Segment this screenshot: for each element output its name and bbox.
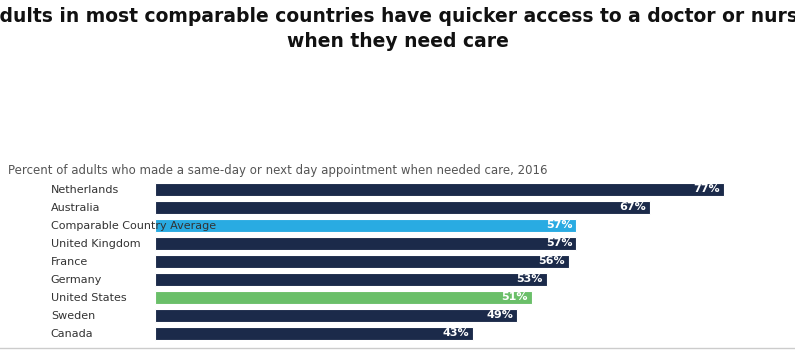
Text: 43%: 43% bbox=[443, 328, 469, 339]
Bar bbox=[155, 237, 576, 250]
Bar bbox=[155, 273, 547, 286]
Text: 77%: 77% bbox=[694, 184, 720, 194]
Text: 56%: 56% bbox=[538, 256, 565, 266]
Bar bbox=[155, 219, 576, 232]
Bar bbox=[155, 201, 650, 214]
Text: 57%: 57% bbox=[546, 238, 572, 248]
Bar bbox=[155, 183, 724, 196]
Text: 53%: 53% bbox=[517, 274, 543, 284]
Text: 49%: 49% bbox=[487, 310, 514, 320]
Bar bbox=[155, 255, 568, 268]
Text: Adults in most comparable countries have quicker access to a doctor or nurse
whe: Adults in most comparable countries have… bbox=[0, 7, 795, 51]
Bar bbox=[155, 327, 473, 340]
Text: 57%: 57% bbox=[546, 220, 572, 230]
Text: Percent of adults who made a same-day or next day appointment when needed care, : Percent of adults who made a same-day or… bbox=[8, 164, 548, 177]
Bar bbox=[155, 309, 517, 322]
Bar bbox=[155, 291, 532, 304]
Text: 51%: 51% bbox=[502, 292, 528, 302]
Text: 67%: 67% bbox=[619, 202, 646, 212]
